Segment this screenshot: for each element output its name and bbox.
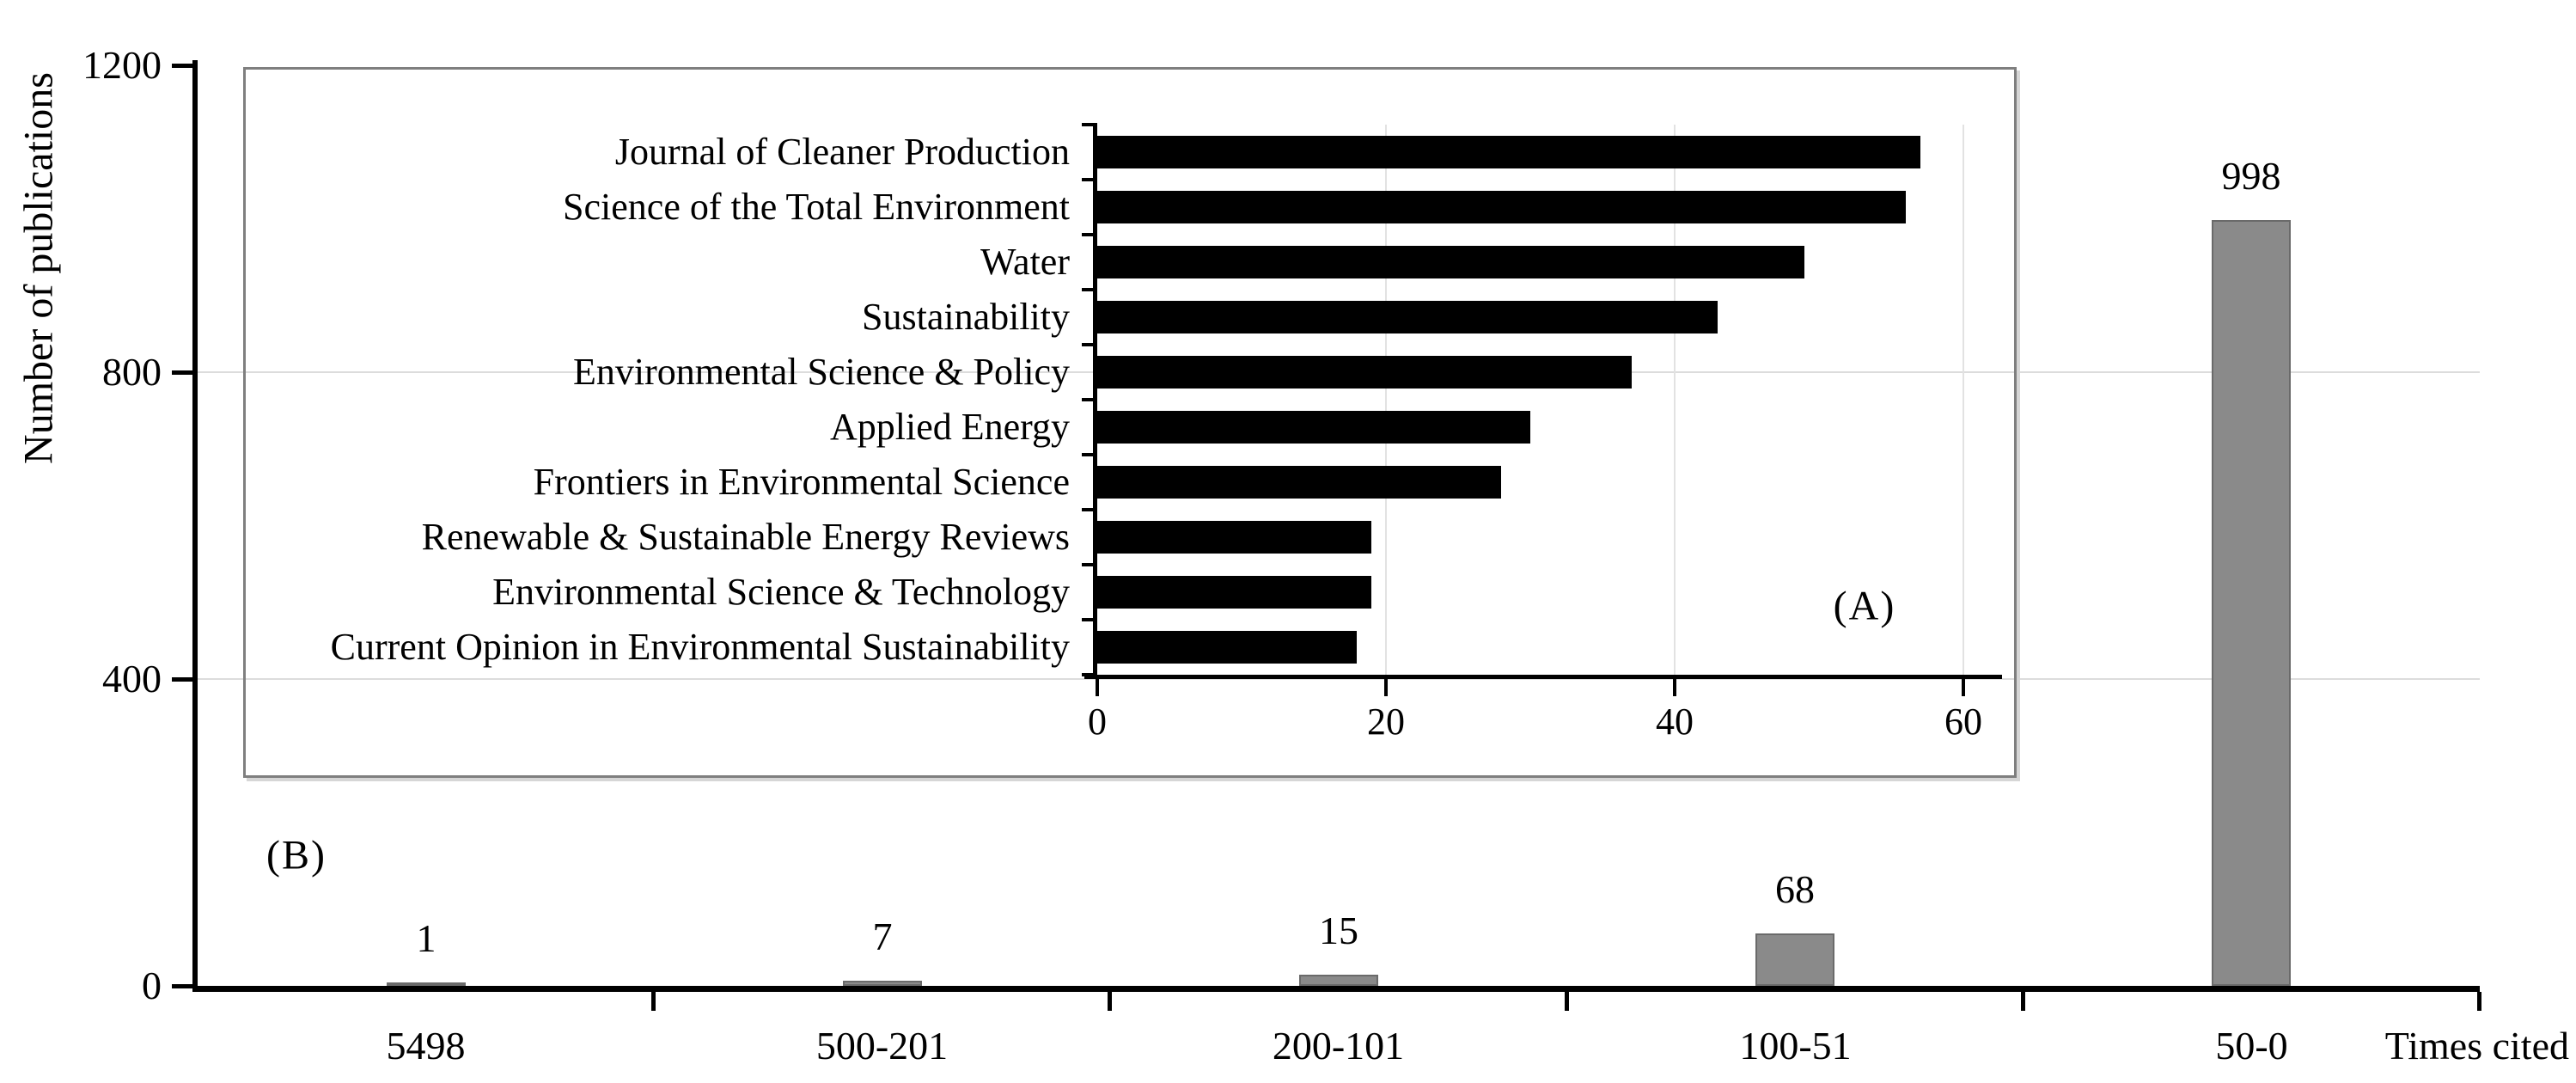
journal-label: Frontiers in Environmental Science: [533, 461, 1070, 503]
journal-label: Journal of Cleaner Production: [614, 131, 1070, 173]
inset-category-tick: [1082, 123, 1097, 126]
x-axis-line: [192, 986, 2480, 992]
bar-value-label: 68: [1775, 867, 1815, 911]
inset-y-axis-line: [1093, 123, 1097, 679]
y-axis-tick-800: [172, 370, 192, 375]
bar-value-label: 998: [2221, 154, 2281, 198]
category-label: 100-51: [1739, 1024, 1852, 1068]
inset-x-axis-tick-60: [1962, 679, 1965, 696]
panel-b-label: (B): [266, 832, 327, 878]
y-axis-tick-1200: [172, 64, 192, 68]
journal-label: Renewable & Sustainable Energy Reviews: [421, 516, 1070, 558]
inset-category-tick: [1082, 453, 1097, 456]
inset-category-tick: [1082, 178, 1097, 181]
inset-category-tick: [1082, 398, 1097, 401]
category-label: 5498: [386, 1024, 466, 1068]
inset-category-tick: [1082, 618, 1097, 621]
journal-label: Environmental Science & Policy: [573, 351, 1070, 393]
y-tick-label-1200: 1200: [82, 43, 162, 87]
y-axis-tick-0: [172, 984, 192, 988]
bar-50-0: [2212, 220, 2291, 986]
y-axis-line: [192, 60, 198, 992]
x-axis-tick: [1108, 992, 1112, 1011]
inset-x-axis-tick-40: [1673, 679, 1676, 696]
y-tick-label-400: 400: [102, 657, 162, 701]
inset-gridline-40: [1674, 125, 1676, 675]
inset-bar: [1097, 356, 1632, 389]
inset-bar: [1097, 466, 1501, 499]
inset-x-tick-label-20: 20: [1367, 701, 1405, 743]
inset-bar: [1097, 246, 1804, 278]
inset-bar: [1097, 136, 1920, 168]
inset-gridline-60: [1963, 125, 1964, 675]
inset-bar: [1097, 191, 1906, 223]
bar-value-label: 15: [1319, 909, 1358, 952]
y-tick-label-0: 0: [142, 964, 162, 1007]
inset-x-tick-label-60: 60: [1944, 701, 1982, 743]
bar-200-101: [1299, 975, 1378, 986]
bar-500-201: [843, 981, 922, 986]
category-label: 200-101: [1272, 1024, 1405, 1068]
x-axis-title: Times cited: [2384, 1024, 2569, 1068]
inset-bar: [1097, 411, 1530, 444]
x-axis-tick: [651, 992, 656, 1011]
y-tick-label-800: 800: [102, 350, 162, 394]
inset-gridline-20: [1385, 125, 1387, 675]
y-axis-title: Number of publications: [15, 72, 62, 464]
inset-category-tick: [1082, 288, 1097, 291]
inset-bar: [1097, 576, 1371, 609]
journal-label: Sustainability: [862, 296, 1070, 338]
inset-x-axis-line: [1084, 675, 2002, 679]
inset-bar: [1097, 301, 1718, 333]
bar-100-51: [1755, 933, 1834, 986]
inset-x-axis-tick-0: [1096, 679, 1099, 696]
y-axis-tick-400: [172, 677, 192, 682]
journal-label: Environmental Science & Technology: [492, 571, 1070, 613]
x-axis-tick: [2021, 992, 2025, 1011]
inset-category-tick: [1082, 508, 1097, 511]
journal-label: Current Opinion in Environmental Sustain…: [330, 626, 1070, 668]
x-axis-tick: [1565, 992, 1569, 1011]
inset-bar: [1097, 521, 1371, 554]
bar-5498: [387, 982, 466, 986]
panel-a-label: (A): [1833, 583, 1896, 629]
inset-x-tick-label-0: 0: [1088, 701, 1107, 743]
journal-label: Water: [980, 241, 1070, 283]
inset-category-tick: [1082, 233, 1097, 236]
journal-label: Applied Energy: [829, 406, 1070, 448]
journal-label: Science of the Total Environment: [563, 186, 1070, 228]
inset-bar: [1097, 631, 1357, 664]
inset-category-tick: [1082, 563, 1097, 566]
inset-x-axis-tick-20: [1384, 679, 1388, 696]
inset-panel-a-box: [243, 67, 2017, 778]
bar-value-label: 7: [872, 915, 893, 958]
x-axis-tick: [2477, 992, 2481, 1011]
inset-x-tick-label-40: 40: [1656, 701, 1694, 743]
gridline-400: [198, 678, 2480, 680]
inset-category-tick: [1082, 343, 1097, 346]
category-label: 50-0: [2215, 1024, 2288, 1068]
category-label: 500-201: [815, 1024, 949, 1068]
bar-value-label: 1: [416, 916, 436, 960]
